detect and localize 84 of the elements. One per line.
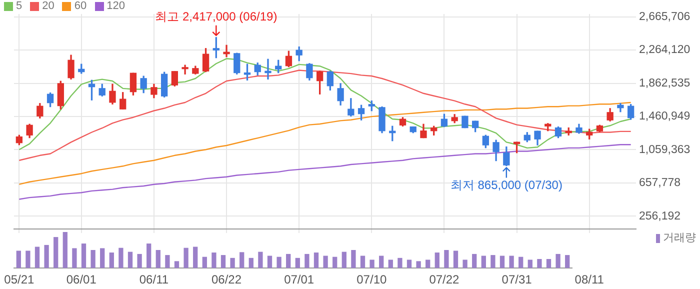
bar (220, 255, 226, 268)
bar (546, 259, 552, 268)
bar (332, 256, 338, 268)
bar (444, 250, 449, 268)
bar (360, 256, 366, 268)
x-tick-label: 07/22 (429, 272, 460, 286)
bar (156, 250, 160, 268)
x-tick-label: 05/21 (4, 272, 35, 286)
y-tick-label: 1,460,949 (639, 110, 690, 123)
bar (193, 246, 198, 268)
bar (481, 256, 486, 268)
y-tick-label: 1,059,363 (639, 144, 690, 156)
bar (379, 256, 384, 268)
legend-label: 거래량 (663, 232, 696, 245)
bar (202, 256, 207, 268)
bar (406, 260, 412, 268)
x-tick-label: 06/01 (66, 272, 97, 286)
y-tick-label: 256,192 (639, 210, 681, 222)
bar (528, 260, 532, 268)
bar (44, 244, 49, 268)
y-tick-label: 2,665,706 (639, 11, 690, 24)
bar (323, 256, 328, 268)
bar (490, 255, 496, 268)
bar (304, 254, 310, 268)
bar (165, 255, 170, 268)
bar (342, 252, 346, 268)
bar (26, 250, 30, 268)
bar (370, 260, 374, 268)
bar (509, 256, 514, 268)
bar (500, 256, 505, 268)
bar (416, 261, 421, 268)
bar (118, 248, 124, 268)
bar (258, 252, 263, 268)
candlestick (462, 116, 468, 128)
bar (109, 252, 114, 268)
annotation: 최고 2,417,000 (06/19) (155, 10, 278, 24)
bar (240, 252, 244, 268)
bar (184, 248, 188, 268)
legend-label: 20 (42, 0, 54, 13)
bar (462, 260, 468, 268)
bar (54, 237, 58, 268)
bar (351, 250, 356, 268)
bar (426, 260, 430, 268)
legend-label: 120 (106, 0, 125, 13)
bar (34, 246, 40, 268)
bar (16, 250, 21, 268)
bar (62, 232, 68, 268)
x-tick-label: 07/01 (284, 272, 314, 286)
bar (398, 258, 402, 268)
bar (434, 252, 440, 268)
bar (230, 258, 235, 268)
bar (100, 248, 105, 268)
bar (295, 258, 300, 268)
y-tick-label: 2,264,120 (639, 44, 690, 56)
bar (128, 252, 133, 268)
bar (248, 258, 254, 268)
bar (212, 252, 216, 268)
bar (276, 256, 282, 268)
x-tick-label: 07/31 (502, 272, 532, 286)
bar (518, 256, 524, 268)
bar (90, 250, 96, 268)
bar (537, 259, 542, 268)
bar (72, 248, 77, 268)
bar (137, 254, 142, 268)
x-tick-label: 08/11 (574, 272, 604, 286)
legend-label: 5 (16, 0, 22, 13)
bar (565, 255, 570, 268)
annotation: 최저 865,000 (07/30) (450, 178, 562, 192)
y-tick-label: 1,862,535 (639, 77, 690, 90)
x-tick-label: 06/11 (139, 272, 169, 286)
bar (388, 260, 393, 268)
x-tick-label: 06/22 (212, 272, 242, 286)
legend-label: 60 (74, 0, 87, 13)
bar (472, 254, 477, 268)
bar (81, 244, 86, 268)
bar (174, 261, 180, 268)
bar (267, 256, 272, 268)
x-tick-label: 07/10 (356, 272, 387, 286)
bar (453, 250, 458, 268)
bar (286, 254, 291, 268)
y-tick-label: 657,778 (639, 177, 681, 190)
bar (314, 252, 319, 268)
bar (556, 254, 560, 268)
bar (146, 244, 152, 268)
